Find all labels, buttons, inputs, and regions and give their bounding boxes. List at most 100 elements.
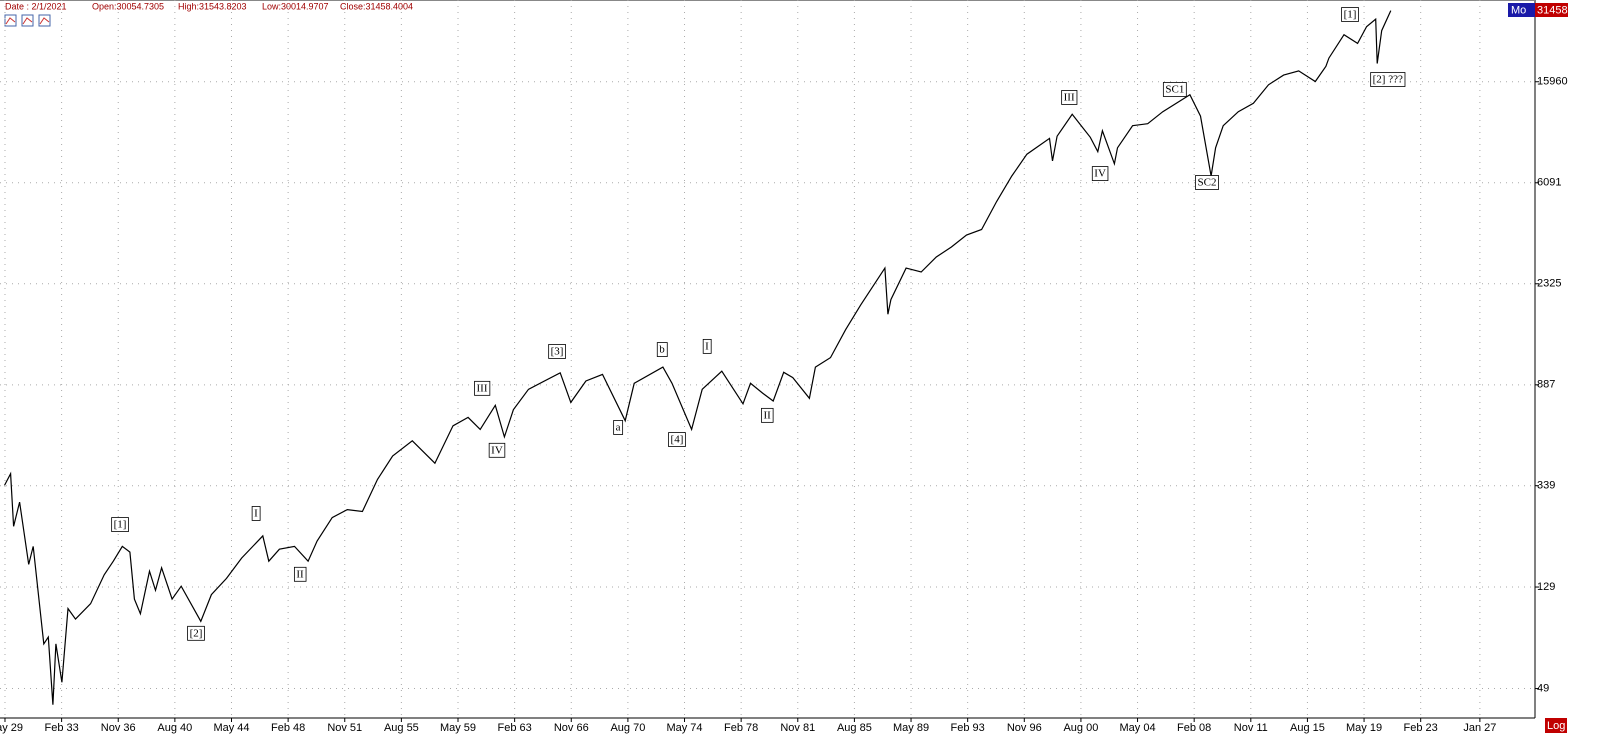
wave-label-text: [1] xyxy=(114,519,127,531)
x-tick-label: May 89 xyxy=(893,722,929,734)
wave-label: IV xyxy=(1091,166,1109,181)
period-label: Mo xyxy=(1511,4,1526,16)
wave-label: SC1 xyxy=(1162,82,1187,97)
wave-label-box xyxy=(1061,90,1078,105)
wave-label-box xyxy=(761,407,774,423)
x-tick-label: Aug 00 xyxy=(1063,722,1098,734)
x-tick-label: Nov 81 xyxy=(780,722,815,734)
wave-label-text: SC1 xyxy=(1165,83,1184,95)
x-tick-label: Feb 78 xyxy=(724,722,758,734)
wave-label-text: IV xyxy=(1094,168,1106,180)
wave-label-box xyxy=(1370,72,1406,87)
x-tick-label: Nov 66 xyxy=(554,722,589,734)
wave-label-box xyxy=(187,625,205,641)
wave-label-text: b xyxy=(659,344,665,356)
x-tick-label: May 29 xyxy=(0,722,23,734)
wave-label-text: [2] ??? xyxy=(1373,74,1403,86)
open-label: Open:30054.7305 xyxy=(92,1,164,11)
wave-label-box xyxy=(702,338,712,354)
toolbar-icons[interactable] xyxy=(4,14,51,27)
x-tick-label: Feb 93 xyxy=(951,722,985,734)
log-box[interactable] xyxy=(1545,718,1567,733)
wave-label-box xyxy=(613,420,624,435)
wave-label-box xyxy=(1091,166,1109,181)
wave-label: IV xyxy=(488,442,506,458)
x-tick-label: Jan 27 xyxy=(1463,722,1496,734)
y-tick-label: 49 xyxy=(1537,682,1549,694)
high-label: High:31543.8203 xyxy=(178,1,247,11)
last-value-box xyxy=(1535,3,1568,17)
wave-label-text: I xyxy=(254,507,258,519)
x-tick-label: Aug 15 xyxy=(1290,722,1325,734)
wave-label: II xyxy=(293,566,307,582)
last-value-label: 31458 xyxy=(1537,4,1568,16)
wave-label: b xyxy=(656,342,668,357)
y-tick-label: 2325 xyxy=(1537,278,1561,290)
wave-label-text: IV xyxy=(491,444,503,456)
wave-label-box xyxy=(656,342,668,357)
wave-label-box xyxy=(488,442,506,458)
wave-label-text: I xyxy=(705,340,709,352)
period-box xyxy=(1508,3,1535,17)
low-label: Low:30014.9707 xyxy=(262,1,329,11)
x-tick-label: May 44 xyxy=(213,722,249,734)
wave-label: I xyxy=(251,506,261,521)
y-tick-label: 887 xyxy=(1537,379,1555,391)
y-tick-label: 6091 xyxy=(1537,177,1561,189)
wave-label-box xyxy=(668,432,686,447)
wave-label-text: II xyxy=(763,409,771,421)
log-label[interactable]: Log xyxy=(1547,720,1565,732)
x-tick-label: Feb 63 xyxy=(498,722,532,734)
wave-label: SC2 xyxy=(1195,175,1219,190)
x-tick-label: Aug 55 xyxy=(384,722,419,734)
x-tick-label: May 19 xyxy=(1346,722,1382,734)
wave-label: [2] ??? xyxy=(1370,72,1406,87)
wave-label-text: II xyxy=(296,568,304,580)
y-tick-label: 15960 xyxy=(1537,76,1568,88)
wave-label-text: [2] xyxy=(190,627,203,639)
x-tick-label: Feb 08 xyxy=(1177,722,1211,734)
x-tick-label: Aug 85 xyxy=(837,722,872,734)
wave-label-text: SC2 xyxy=(1198,176,1217,188)
wave-label: [3] xyxy=(548,344,566,359)
wave-label: III xyxy=(1061,90,1078,105)
x-tick-label: Nov 36 xyxy=(101,722,136,734)
close-label: Close:31458.4004 xyxy=(340,1,413,11)
x-tick-label: Feb 48 xyxy=(271,722,305,734)
wave-label-box xyxy=(1341,7,1359,22)
wave-label-box xyxy=(293,566,307,582)
wave-label: [2] xyxy=(187,625,205,641)
wave-label-text: a xyxy=(616,421,621,433)
x-tick-label: Feb 33 xyxy=(44,722,78,734)
icon-glyph xyxy=(39,17,50,25)
wave-label-box xyxy=(548,344,566,359)
icon[interactable] xyxy=(4,14,17,27)
x-tick-label: May 74 xyxy=(666,722,702,734)
date-label: Date : 2/1/2021 xyxy=(5,1,67,11)
wave-label: II xyxy=(761,407,774,423)
wave-label: [1] xyxy=(1341,7,1359,22)
wave-label-text: III xyxy=(477,382,488,394)
x-tick-label: Aug 40 xyxy=(157,722,192,734)
wave-label-text: III xyxy=(1064,91,1075,103)
x-tick-label: Feb 23 xyxy=(1404,722,1438,734)
x-tick-label: Nov 11 xyxy=(1234,722,1268,734)
icon-glyph xyxy=(5,17,16,25)
wave-label-text: [4] xyxy=(671,434,684,446)
x-tick-label: May 04 xyxy=(1120,722,1156,734)
icon[interactable] xyxy=(21,14,34,27)
wave-label-text: [1] xyxy=(1344,9,1357,21)
wave-label-box xyxy=(1162,82,1187,97)
wave-label: [4] xyxy=(668,432,686,447)
wave-label-box xyxy=(111,517,129,532)
y-tick-label: 129 xyxy=(1537,581,1555,593)
wave-label-box xyxy=(251,506,261,521)
wave-label: [1] xyxy=(111,517,129,532)
wave-label-box xyxy=(474,380,491,396)
wave-label-box xyxy=(1195,175,1219,190)
wave-label-text: [3] xyxy=(551,345,564,357)
icon[interactable] xyxy=(38,14,51,27)
x-tick-label: Aug 70 xyxy=(610,722,645,734)
